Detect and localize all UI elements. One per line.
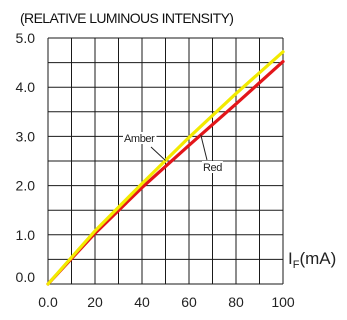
y-tick-label: 2.0 xyxy=(16,178,36,194)
annotation-red: Red xyxy=(203,162,222,174)
annotations: Amber Red xyxy=(123,132,223,174)
y-tick-label: 1.0 xyxy=(16,227,36,243)
x-tick-label: 60 xyxy=(181,294,197,310)
x-tick-label: 40 xyxy=(134,294,150,310)
x-tick-label: 80 xyxy=(228,294,244,310)
y-tick-label: 0.0 xyxy=(16,269,36,285)
y-tick-labels: 0.0 1.0 2.0 3.0 4.0 5.0 xyxy=(16,30,36,285)
y-tick-label: 3.0 xyxy=(16,128,36,144)
y-tick-label: 4.0 xyxy=(16,79,36,95)
annotation-bg-amber xyxy=(123,132,157,144)
grid xyxy=(47,37,284,285)
annotation-bg-red xyxy=(202,161,223,173)
chart-title: (RELATIVE LUMINOUS INTENSITY) xyxy=(20,10,233,26)
y-tick-label: 5.0 xyxy=(16,30,36,46)
x-tick-label: 20 xyxy=(87,294,103,310)
x-tick-label: 100 xyxy=(271,294,295,310)
annotation-leader-red xyxy=(200,134,208,161)
annotation-leader-amber xyxy=(150,146,166,161)
x-axis-label-unit: (mA) xyxy=(299,249,336,268)
annotation-amber: Amber xyxy=(124,133,155,145)
x-tick-label: 0.0 xyxy=(38,294,58,310)
annotation-leaders xyxy=(150,134,208,161)
x-tick-labels: 0.0 20 40 60 80 100 xyxy=(38,294,295,310)
x-axis-label: IF(mA) xyxy=(288,249,336,271)
x-axis-label-main: I xyxy=(288,249,293,268)
x-axis-label-subscript: F xyxy=(293,259,300,271)
